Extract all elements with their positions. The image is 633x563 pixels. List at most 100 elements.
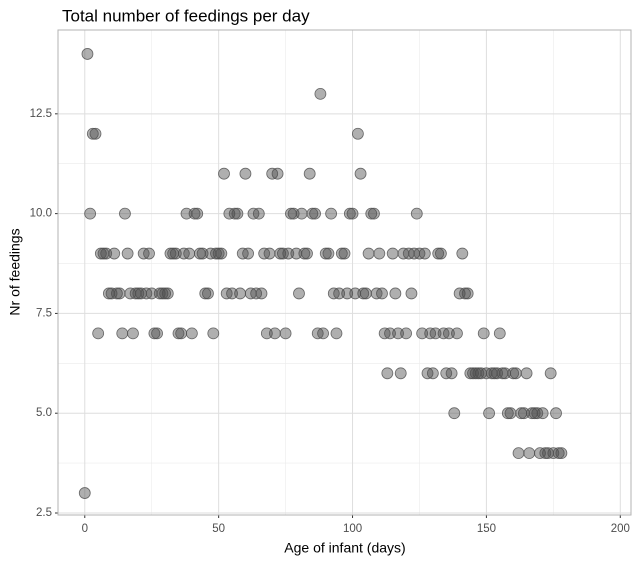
point (386, 247, 399, 260)
point (116, 327, 129, 340)
point (175, 327, 188, 340)
point (231, 207, 244, 220)
point (392, 327, 404, 340)
point (330, 327, 343, 340)
point (389, 287, 402, 300)
x-axis-label: Age of infant (days) (284, 540, 405, 556)
point (263, 247, 276, 260)
point (242, 247, 255, 260)
x-tick-label: 200 (611, 523, 630, 535)
point (132, 287, 145, 300)
point (335, 247, 348, 260)
point (271, 167, 284, 180)
point (86, 127, 99, 140)
point (78, 487, 91, 499)
point (151, 327, 163, 340)
point (416, 327, 429, 340)
point (445, 367, 458, 380)
point (207, 327, 220, 340)
point (509, 367, 522, 380)
point (161, 287, 174, 300)
point (461, 287, 474, 300)
point (333, 287, 346, 300)
point (507, 367, 520, 380)
plot-border (57, 29, 632, 516)
point (338, 247, 351, 260)
point (306, 207, 319, 220)
point (472, 367, 485, 380)
point (92, 327, 105, 340)
point (274, 247, 287, 260)
point (293, 287, 305, 300)
point (108, 247, 121, 260)
point (520, 367, 533, 380)
y-axis-label: Nr of feedings (7, 228, 23, 315)
point (309, 207, 321, 220)
point (143, 247, 155, 260)
point (228, 207, 241, 220)
point (303, 167, 316, 180)
point (536, 407, 549, 420)
point (183, 247, 196, 260)
point (169, 247, 182, 260)
point (212, 247, 225, 260)
point (365, 207, 378, 220)
point (239, 167, 252, 180)
x-tick-label: 50 (212, 523, 225, 535)
point (226, 287, 238, 300)
point (81, 48, 94, 60)
point (319, 247, 332, 260)
point (456, 247, 469, 260)
point (381, 367, 394, 380)
point (100, 247, 113, 260)
point (360, 287, 372, 300)
point (459, 287, 471, 300)
point (111, 287, 123, 300)
point (354, 167, 367, 180)
point (426, 367, 439, 380)
point (418, 247, 431, 260)
point (376, 287, 388, 300)
point (279, 327, 292, 340)
point (314, 87, 327, 100)
point (394, 367, 407, 380)
point (322, 247, 335, 260)
point (121, 247, 134, 260)
point (317, 327, 329, 340)
point (172, 327, 185, 340)
point (384, 327, 396, 340)
point (255, 287, 268, 300)
point (346, 207, 359, 220)
point (218, 167, 230, 180)
point (341, 287, 354, 300)
point (483, 407, 495, 420)
point (351, 127, 364, 140)
point (539, 447, 552, 460)
point (202, 287, 214, 300)
x-tick-label: 150 (477, 523, 496, 535)
point (373, 247, 386, 260)
point (282, 247, 295, 260)
point (84, 207, 97, 220)
point (544, 367, 557, 380)
point (501, 407, 514, 420)
point (432, 247, 445, 260)
point (552, 447, 565, 460)
point (295, 207, 308, 220)
point (550, 407, 562, 420)
point (196, 247, 209, 260)
point (301, 247, 313, 260)
point (448, 407, 461, 420)
point (400, 327, 412, 340)
point (368, 207, 380, 220)
point (148, 327, 161, 340)
point (287, 207, 300, 220)
point (159, 287, 172, 300)
x-tick-label: 100 (343, 523, 362, 535)
y-tick-label: 2.5 (36, 507, 52, 519)
point (260, 327, 273, 340)
point (199, 287, 212, 300)
chart-title: Total number of feedings per day (62, 6, 310, 25)
y-tick-label: 5.0 (36, 407, 52, 419)
